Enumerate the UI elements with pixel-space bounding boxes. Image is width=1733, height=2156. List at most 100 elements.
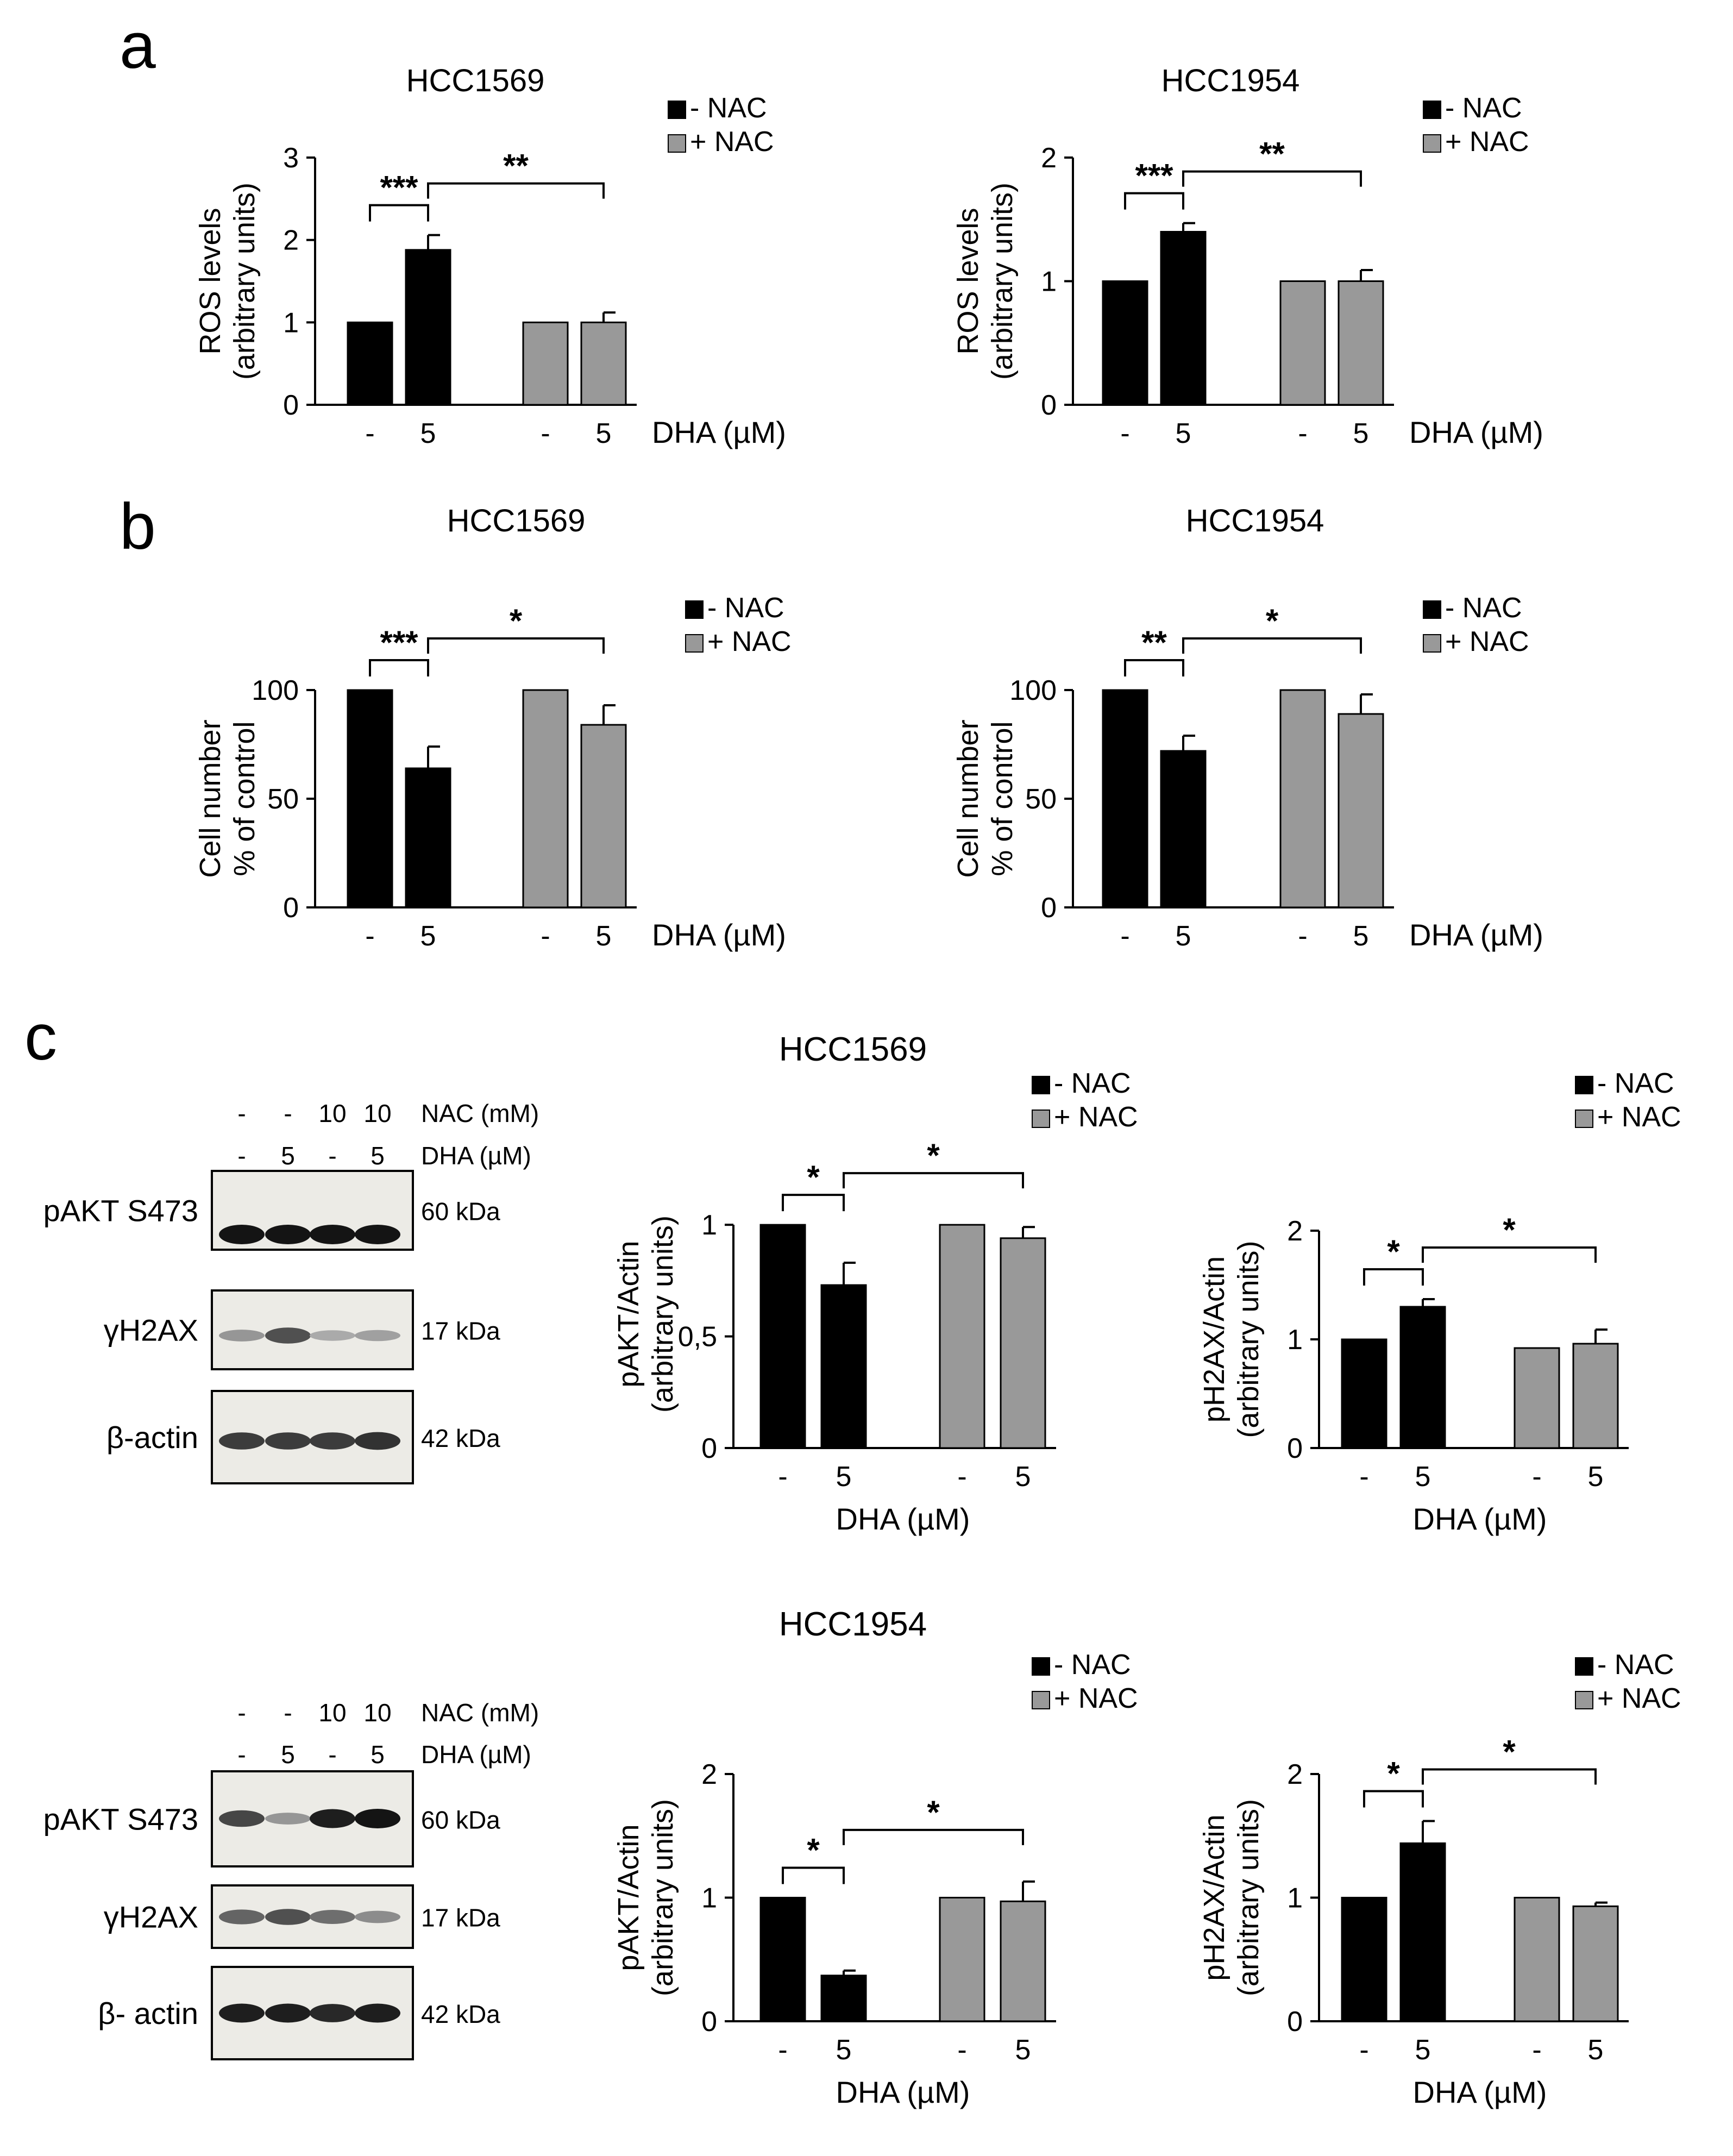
y-tick-label: 0 [1287,1433,1303,1464]
significance-label: * [510,603,523,639]
significance-label: *** [380,170,418,206]
x-category-label: 5 [1415,1461,1431,1493]
bar [1102,280,1148,406]
bar [522,689,569,908]
significance-label: *** [1135,158,1173,194]
legend-label-minus-nac: - NAC [707,592,784,624]
y-axis-label-line1: pH2AX/Actin [1198,1814,1230,1980]
y-tick-label: 2 [1041,142,1057,174]
y-tick-label: 1 [701,1209,717,1241]
legend-swatch-plus-nac [1575,1691,1593,1709]
y-axis-label-line1: pAKT/Actin [612,1240,645,1387]
blot-lane-nac-value: 10 [363,1699,391,1727]
blot-band [310,1909,355,1925]
bar [820,1284,867,1449]
bar [759,1224,806,1449]
significance-bracket [782,1866,845,1884]
blot-band [265,1909,311,1925]
panel-letter-c: c [24,1001,57,1074]
bar [1341,1338,1387,1449]
x-category-label: 5 [596,418,612,449]
x-axis-label: DHA (µM) [1409,415,1543,449]
legend-swatch-plus-nac [1032,1110,1050,1128]
western-blot-bottom: - -10 10 NAC (mM)- 5-5 DHA (µM)pAKT S473 60 kD… [43,1699,539,2060]
y-tick-label: 0 [283,892,299,924]
x-category-label: - [1532,2034,1541,2066]
chart-c-hcc1954-pakt: 0 1 2 pAKT/Actin (arbitrary units) - 5 - 5 DHA (µ… [612,1649,1138,2109]
y-tick-label: 2 [1287,1759,1303,1790]
chart-c-hcc1954-ph2ax: 0 1 2 pH2AX/Actin (arbitrary units) - 5 - 5 DHA (… [1198,1649,1681,2109]
legend-swatch-minus-nac [1423,101,1441,119]
x-category-label: 5 [1015,1461,1031,1493]
chart-title: HCC1954 [1161,63,1300,98]
blot-lane-nac-value: - [237,1099,246,1127]
x-category-label: 5 [1015,2034,1031,2066]
y-tick-label: 1 [1041,266,1057,298]
x-category-label: 5 [1353,418,1369,449]
significance-bracket [427,182,605,199]
legend-label-plus-nac: + NAC [1445,626,1529,657]
blot-kda-label: 42 kDa [421,2000,500,2028]
blot-kda-label: 17 kDa [421,1904,500,1932]
blot-band [310,1809,355,1828]
blot-kda-label: 60 kDa [421,1198,500,1226]
bar [1102,689,1148,908]
blot-lane-dha-value: - [328,1740,336,1769]
bar [1572,1343,1619,1449]
chart-c-hcc1569-ph2ax: 0 1 2 pH2AX/Actin (arbitrary units) - 5 - 5 DHA (… [1198,1068,1681,1536]
section-title-c-top: HCC1569 [779,1031,927,1068]
x-category-label: 5 [1176,418,1191,449]
y-axis-label-line2: (arbitrary units) [228,183,261,380]
significance-bracket [1422,1768,1597,1785]
significance-label: * [1503,1733,1516,1770]
y-tick-label: 100 [252,675,299,706]
y-axis-label-line2: (arbitrary units) [646,1799,679,1996]
blot-lane-dha-value: 5 [281,1740,295,1769]
y-axis-label-line1: ROS levels [952,208,984,354]
blot-band [355,1809,400,1828]
x-category-label: 5 [420,418,436,449]
legend-label-minus-nac: - NAC [1054,1649,1131,1681]
blot-band [219,1330,265,1342]
bar [1572,1905,1619,2022]
significance-bracket [843,1828,1024,1845]
y-axis-label-line1: Cell number [194,719,227,878]
x-category-label: 5 [836,2034,852,2066]
bar [405,767,451,908]
blot-lane-dha-value: 5 [371,1142,385,1170]
x-category-label: - [1298,920,1307,952]
y-tick-label: 0 [1041,390,1057,421]
x-category-label: - [1359,1461,1368,1493]
significance-label: * [927,1794,940,1831]
panel-letter-b: b [120,490,156,563]
blot-nac-row-label: NAC (mM) [421,1099,539,1127]
y-tick-label: 2 [1287,1215,1303,1247]
blot-band [355,1910,400,1923]
significance-bracket [1182,170,1362,187]
x-axis-label: DHA (µM) [1409,918,1543,952]
bar [1399,1306,1446,1449]
legend-swatch-minus-nac [668,101,686,119]
x-axis-label: DHA (µM) [1413,2075,1547,2109]
significance-bracket [369,204,429,222]
blot-band [219,1432,265,1450]
significance-label: * [1266,603,1279,639]
blot-band [219,1909,265,1925]
blot-band [265,1813,311,1825]
blot-band [310,1432,355,1450]
y-tick-label: 1 [1287,1324,1303,1356]
significance-label: ** [503,148,529,184]
legend-label-minus-nac: - NAC [1054,1068,1131,1099]
significance-label: ** [1259,136,1285,172]
legend-swatch-plus-nac [685,634,704,653]
x-category-label: - [778,1461,787,1493]
blot-nac-row-label: NAC (mM) [421,1699,539,1727]
legend-label-plus-nac: + NAC [1054,1101,1138,1133]
x-category-label: - [365,920,374,952]
y-tick-label: 1 [1287,1883,1303,1914]
chart-b-hcc1569: HCC1569 0 50 100 Cell number% of control - 5 - 5… [194,503,792,952]
western-blot-top: - -10 10 NAC (mM)- 5-5 DHA (µM)pAKT S473 60 kD… [43,1099,539,1484]
blot-protein-label: β- actin [98,1996,198,2030]
bar [759,1897,806,2022]
blot-protein-label: γH2AX [104,1313,198,1348]
